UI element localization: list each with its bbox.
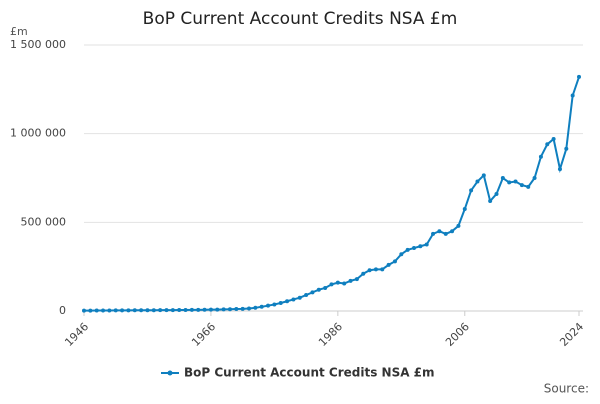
point bbox=[221, 307, 226, 312]
point bbox=[234, 307, 239, 312]
point bbox=[120, 308, 125, 313]
point bbox=[240, 306, 245, 311]
line bbox=[83, 76, 580, 312]
x-tick-label: 2024 bbox=[557, 320, 586, 349]
point bbox=[208, 307, 213, 312]
point bbox=[361, 271, 366, 276]
point bbox=[253, 305, 258, 310]
point bbox=[500, 176, 505, 180]
point bbox=[386, 262, 391, 267]
point bbox=[348, 278, 353, 283]
point bbox=[456, 223, 461, 228]
point bbox=[94, 308, 99, 313]
point bbox=[507, 180, 512, 185]
point bbox=[405, 247, 410, 252]
point bbox=[132, 308, 137, 313]
point bbox=[107, 308, 112, 313]
point bbox=[418, 244, 423, 249]
point bbox=[488, 199, 493, 204]
point bbox=[354, 277, 359, 282]
point bbox=[272, 302, 277, 307]
legend-marker bbox=[167, 370, 173, 376]
legend-label: BoP Current Account Credits NSA £m bbox=[184, 366, 435, 380]
point bbox=[538, 154, 543, 159]
point bbox=[450, 229, 455, 234]
y-tick-label: 1 500 000 bbox=[10, 38, 66, 51]
point bbox=[164, 308, 169, 313]
point bbox=[412, 246, 416, 251]
point bbox=[475, 179, 480, 184]
point bbox=[227, 307, 232, 312]
point bbox=[570, 93, 575, 98]
point bbox=[424, 242, 429, 247]
x-tick-label: 2006 bbox=[443, 320, 472, 349]
point bbox=[215, 307, 220, 312]
x-tick-label: 1986 bbox=[316, 320, 345, 349]
point bbox=[329, 282, 334, 287]
point bbox=[247, 306, 251, 311]
point bbox=[278, 301, 283, 306]
point bbox=[564, 146, 569, 151]
point bbox=[481, 173, 486, 178]
point bbox=[304, 293, 309, 298]
point bbox=[88, 308, 93, 313]
x-tick-label: 1946 bbox=[62, 320, 91, 349]
point bbox=[462, 207, 467, 212]
point bbox=[170, 308, 175, 313]
y-unit: £m bbox=[10, 25, 28, 38]
point bbox=[532, 176, 537, 180]
point bbox=[113, 308, 118, 313]
y-tick-label: 1 000 000 bbox=[10, 127, 66, 140]
point bbox=[259, 304, 264, 309]
point bbox=[519, 183, 524, 188]
point bbox=[291, 297, 296, 302]
point bbox=[189, 307, 194, 312]
point bbox=[335, 280, 340, 285]
point bbox=[399, 252, 404, 257]
point bbox=[437, 229, 442, 234]
point bbox=[342, 281, 347, 286]
y-tick-label: 0 bbox=[59, 304, 66, 317]
point bbox=[202, 307, 207, 312]
point bbox=[151, 308, 156, 313]
point bbox=[431, 231, 436, 236]
point bbox=[323, 285, 328, 290]
point bbox=[557, 167, 562, 172]
point bbox=[101, 308, 106, 313]
point bbox=[82, 308, 86, 313]
point bbox=[158, 308, 163, 313]
x-tick-label: 1966 bbox=[189, 320, 218, 349]
point bbox=[526, 184, 531, 189]
point bbox=[297, 295, 302, 300]
point bbox=[367, 268, 372, 273]
point bbox=[380, 267, 385, 272]
chart-title: BoP Current Account Credits NSA £m bbox=[143, 9, 458, 29]
point bbox=[183, 307, 188, 312]
point bbox=[443, 231, 448, 236]
point bbox=[139, 308, 144, 313]
point bbox=[469, 188, 474, 193]
point bbox=[494, 191, 499, 196]
point bbox=[196, 307, 201, 312]
point bbox=[545, 142, 550, 147]
point bbox=[392, 259, 397, 264]
point bbox=[177, 308, 182, 313]
point bbox=[577, 74, 581, 79]
point bbox=[373, 267, 378, 272]
point bbox=[310, 290, 315, 295]
point bbox=[513, 179, 518, 184]
point bbox=[285, 299, 290, 304]
point bbox=[266, 303, 271, 308]
point bbox=[551, 136, 556, 141]
y-tick-label: 500 000 bbox=[21, 215, 67, 228]
point bbox=[126, 308, 131, 313]
point bbox=[145, 308, 150, 313]
point bbox=[316, 287, 321, 292]
source: Source: bbox=[544, 382, 589, 396]
